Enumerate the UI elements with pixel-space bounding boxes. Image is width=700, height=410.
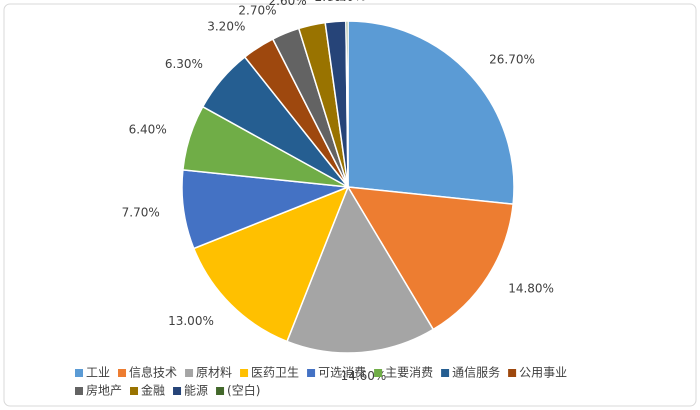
legend-swatch (75, 369, 83, 377)
legend-swatch (240, 369, 249, 377)
legend-label: 可选消费 (318, 366, 366, 380)
data-label: 13.00% (168, 314, 214, 328)
data-label: 6.30% (165, 57, 203, 71)
legend-swatch (441, 369, 450, 377)
legend-swatch (130, 387, 139, 395)
data-label: 3.20% (207, 20, 245, 34)
data-label: 6.40% (129, 123, 167, 137)
data-label: 2.60% (269, 0, 307, 8)
legend-label: 工业 (86, 366, 110, 380)
legend-label: 主要消费 (385, 366, 433, 380)
pie-slice (346, 186, 514, 331)
data-label: 2.00% (315, 0, 353, 4)
pie-slice (345, 20, 349, 188)
legend-label: (空白) (227, 383, 260, 398)
legend-label: 通信服务 (452, 365, 500, 380)
data-label: 2.70% (238, 3, 276, 17)
data-label: 14.80% (508, 282, 554, 296)
legend-swatch (118, 369, 127, 377)
legend-label: 能源 (184, 384, 208, 398)
data-label: 7.70% (122, 206, 160, 220)
pie-slice (192, 185, 350, 343)
legend-label: 金融 (141, 383, 165, 398)
legend-swatch (216, 387, 225, 395)
legend-swatch (374, 369, 383, 377)
legend-swatch (508, 369, 517, 377)
legend-label: 公用事业 (519, 366, 567, 380)
legend-swatch (307, 369, 316, 377)
data-label: 0.20% (328, 0, 366, 4)
legend-label: 房地产 (86, 383, 122, 398)
legend-label: 信息技术 (129, 365, 177, 380)
pie-slice (347, 20, 515, 205)
data-label: 26.70% (489, 52, 535, 66)
legend-label: 原材料 (196, 366, 232, 380)
pie-slice (286, 185, 435, 354)
legend-swatch (185, 369, 194, 377)
legend-swatch (173, 387, 182, 395)
legend-swatch (75, 387, 83, 395)
legend-label: 医药卫生 (251, 366, 299, 380)
